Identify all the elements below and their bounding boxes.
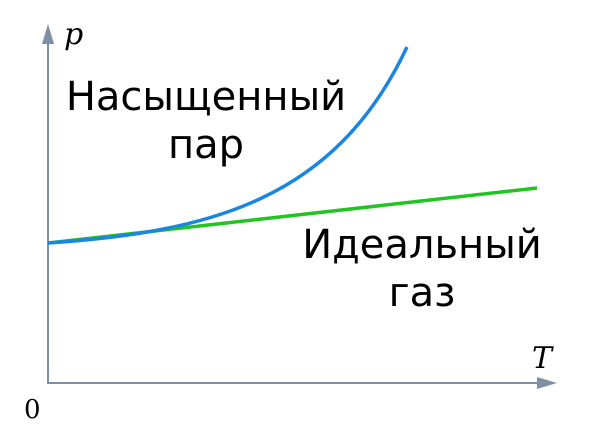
curve-label: Насыщенный [66,74,346,120]
curve-label: газ [389,270,456,316]
origin-label: 0 [24,395,41,425]
x-axis-arrow [537,377,557,389]
curve-label: Идеальный [302,222,542,268]
y-axis-arrow [42,24,54,44]
x-axis-label: T [532,341,554,376]
y-axis-label: p [64,17,83,52]
saturated-vapor-curve [47,46,409,245]
curve-label: пар [168,122,244,168]
